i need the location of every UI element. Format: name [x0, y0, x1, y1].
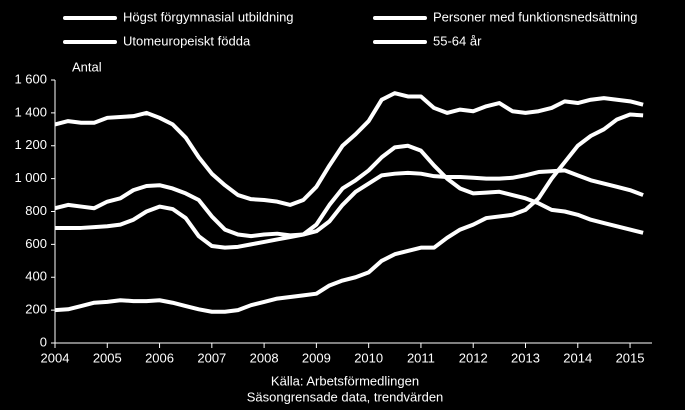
- source: Källa: Arbetsförmedlingen: [271, 373, 419, 388]
- x-tick-label: 2014: [563, 350, 592, 365]
- y-tick-label: 200: [25, 302, 47, 317]
- legend-label: Högst förgymnasial utbildning: [123, 9, 294, 24]
- x-tick-label: 2011: [407, 350, 435, 365]
- x-tick-label: 2007: [197, 350, 226, 365]
- x-tick-label: 2013: [511, 350, 540, 365]
- y-tick-label: 600: [25, 236, 47, 251]
- x-tick-label: 2008: [250, 350, 279, 365]
- source: Säsongrensade data, trendvärden: [247, 389, 444, 404]
- x-tick-label: 2004: [41, 350, 70, 365]
- x-tick-label: 2010: [354, 350, 383, 365]
- y-tick-label: 1 200: [14, 137, 47, 152]
- series-line: [54, 143, 644, 239]
- x-tick-label: 2012: [459, 350, 488, 365]
- x-tick-label: 2006: [145, 350, 174, 365]
- y-tick-label: 1 400: [14, 104, 47, 119]
- x-tick-label: 2005: [93, 350, 122, 365]
- y-tick-label: 800: [25, 203, 47, 218]
- legend-label: 55-64 år: [433, 33, 482, 48]
- y-tick-label: 0: [40, 334, 47, 349]
- legend-label: Utomeuropeiskt födda: [123, 33, 251, 48]
- x-tick-label: 2015: [616, 350, 645, 365]
- y-tick-label: 1 000: [14, 170, 47, 185]
- series-line: [54, 91, 644, 207]
- y-tick-label: 400: [25, 269, 47, 284]
- y-axis-label: Antal: [72, 59, 102, 74]
- series-line: [54, 112, 644, 314]
- y-tick-label: 1 600: [14, 71, 47, 86]
- x-tick-label: 2009: [302, 350, 331, 365]
- series-line: [55, 168, 644, 250]
- legend-label: Personer med funktionsnedsättning: [433, 9, 638, 24]
